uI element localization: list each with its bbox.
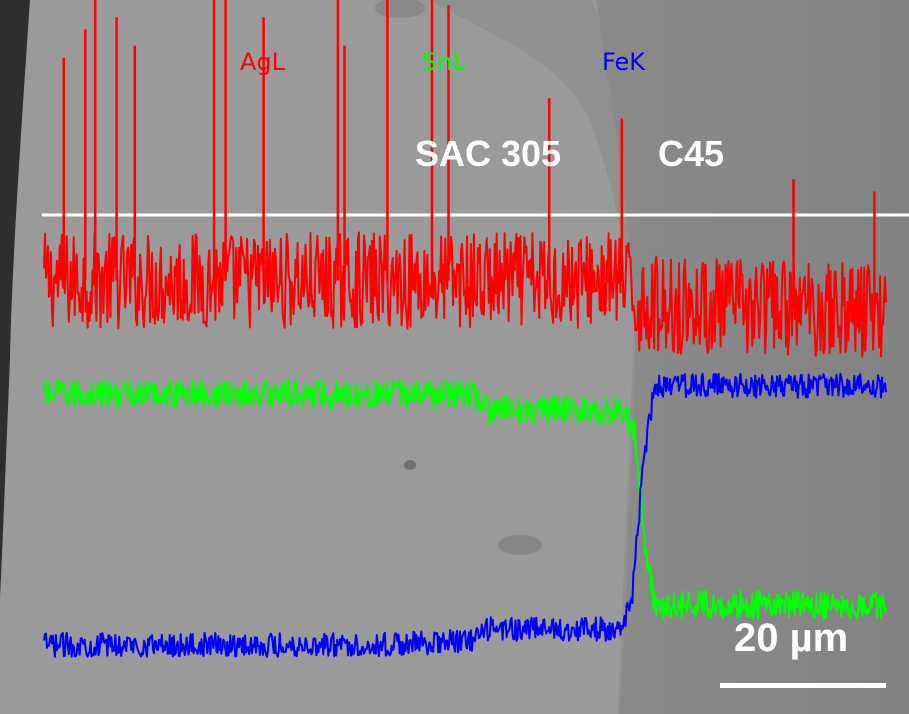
series-layer bbox=[43, 0, 887, 658]
series-line-snl bbox=[43, 378, 887, 620]
series-line-agl bbox=[43, 231, 887, 358]
legend-label-agl: AgL bbox=[240, 48, 286, 76]
series-line-fek bbox=[43, 372, 887, 658]
legend-label-snl: SnL bbox=[422, 48, 466, 76]
scale-bar: 20 µm bbox=[720, 616, 886, 688]
legend-label-fek: FeK bbox=[602, 48, 646, 76]
scale-bar-label: 20 µm bbox=[734, 616, 848, 660]
region-label-c45: C45 bbox=[658, 133, 724, 174]
legend: AgL SnL FeK bbox=[240, 48, 646, 76]
region-label-sac305: SAC 305 bbox=[415, 133, 561, 174]
scale-bar-line bbox=[720, 683, 886, 688]
